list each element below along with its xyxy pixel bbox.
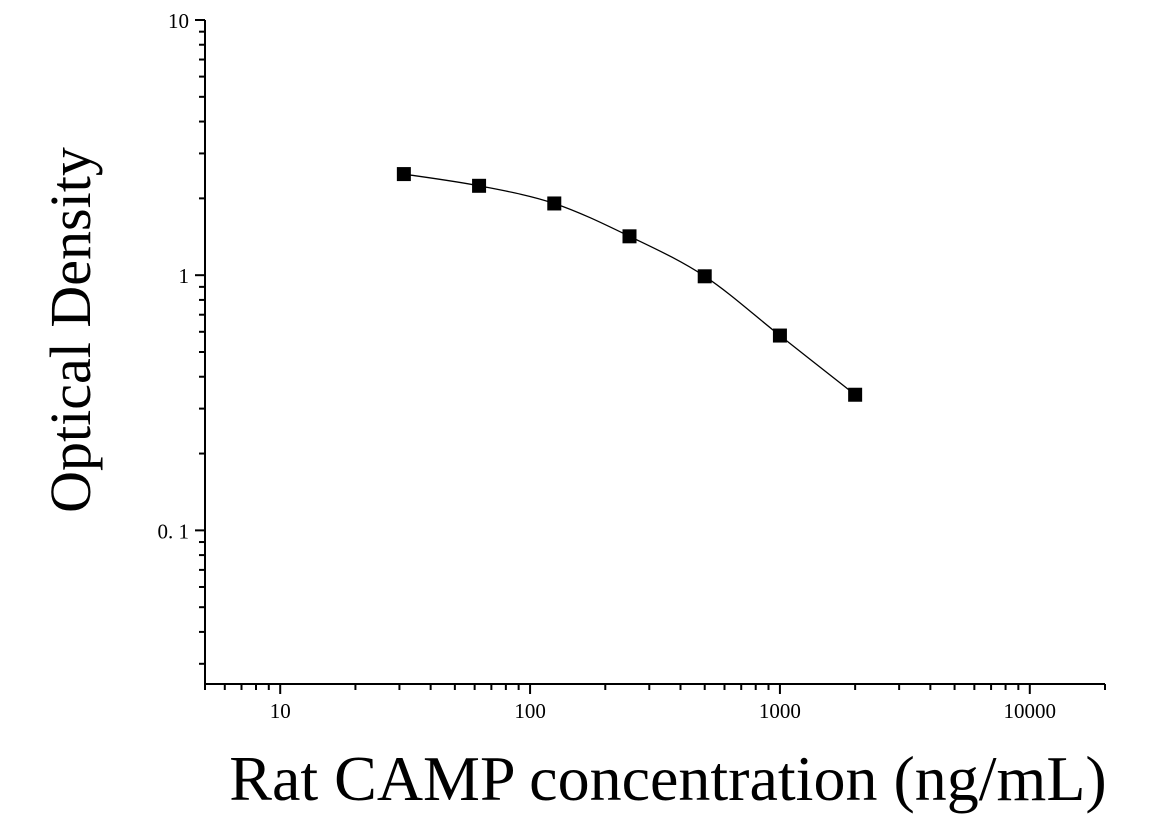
data-point — [472, 178, 487, 193]
data-point — [772, 328, 787, 343]
minor-ticks — [199, 30, 1106, 690]
y-tick-labels: 0. 1 1 10 — [158, 9, 190, 543]
x-tick-label: 10 — [270, 699, 291, 723]
data-point — [547, 196, 562, 211]
fit-curve — [403, 173, 856, 396]
data-point — [848, 387, 863, 402]
x-tick-label: 1000 — [759, 699, 801, 723]
data-point — [396, 167, 411, 182]
y-tick-label: 0. 1 — [158, 519, 190, 543]
x-tick-label: 10000 — [1004, 699, 1057, 723]
y-tick-label: 1 — [179, 264, 190, 288]
y-axis-title: Optical Density — [38, 147, 103, 513]
x-tick-labels: 10 100 1000 10000 — [270, 699, 1056, 723]
y-tick-label: 10 — [168, 9, 189, 33]
data-point — [622, 229, 637, 244]
x-axis-title: Rat CAMP concentration (ng/mL) — [229, 743, 1106, 814]
data-markers — [396, 167, 863, 402]
x-tick-label: 100 — [514, 699, 546, 723]
major-ticks — [195, 19, 1031, 694]
data-point — [697, 269, 712, 284]
